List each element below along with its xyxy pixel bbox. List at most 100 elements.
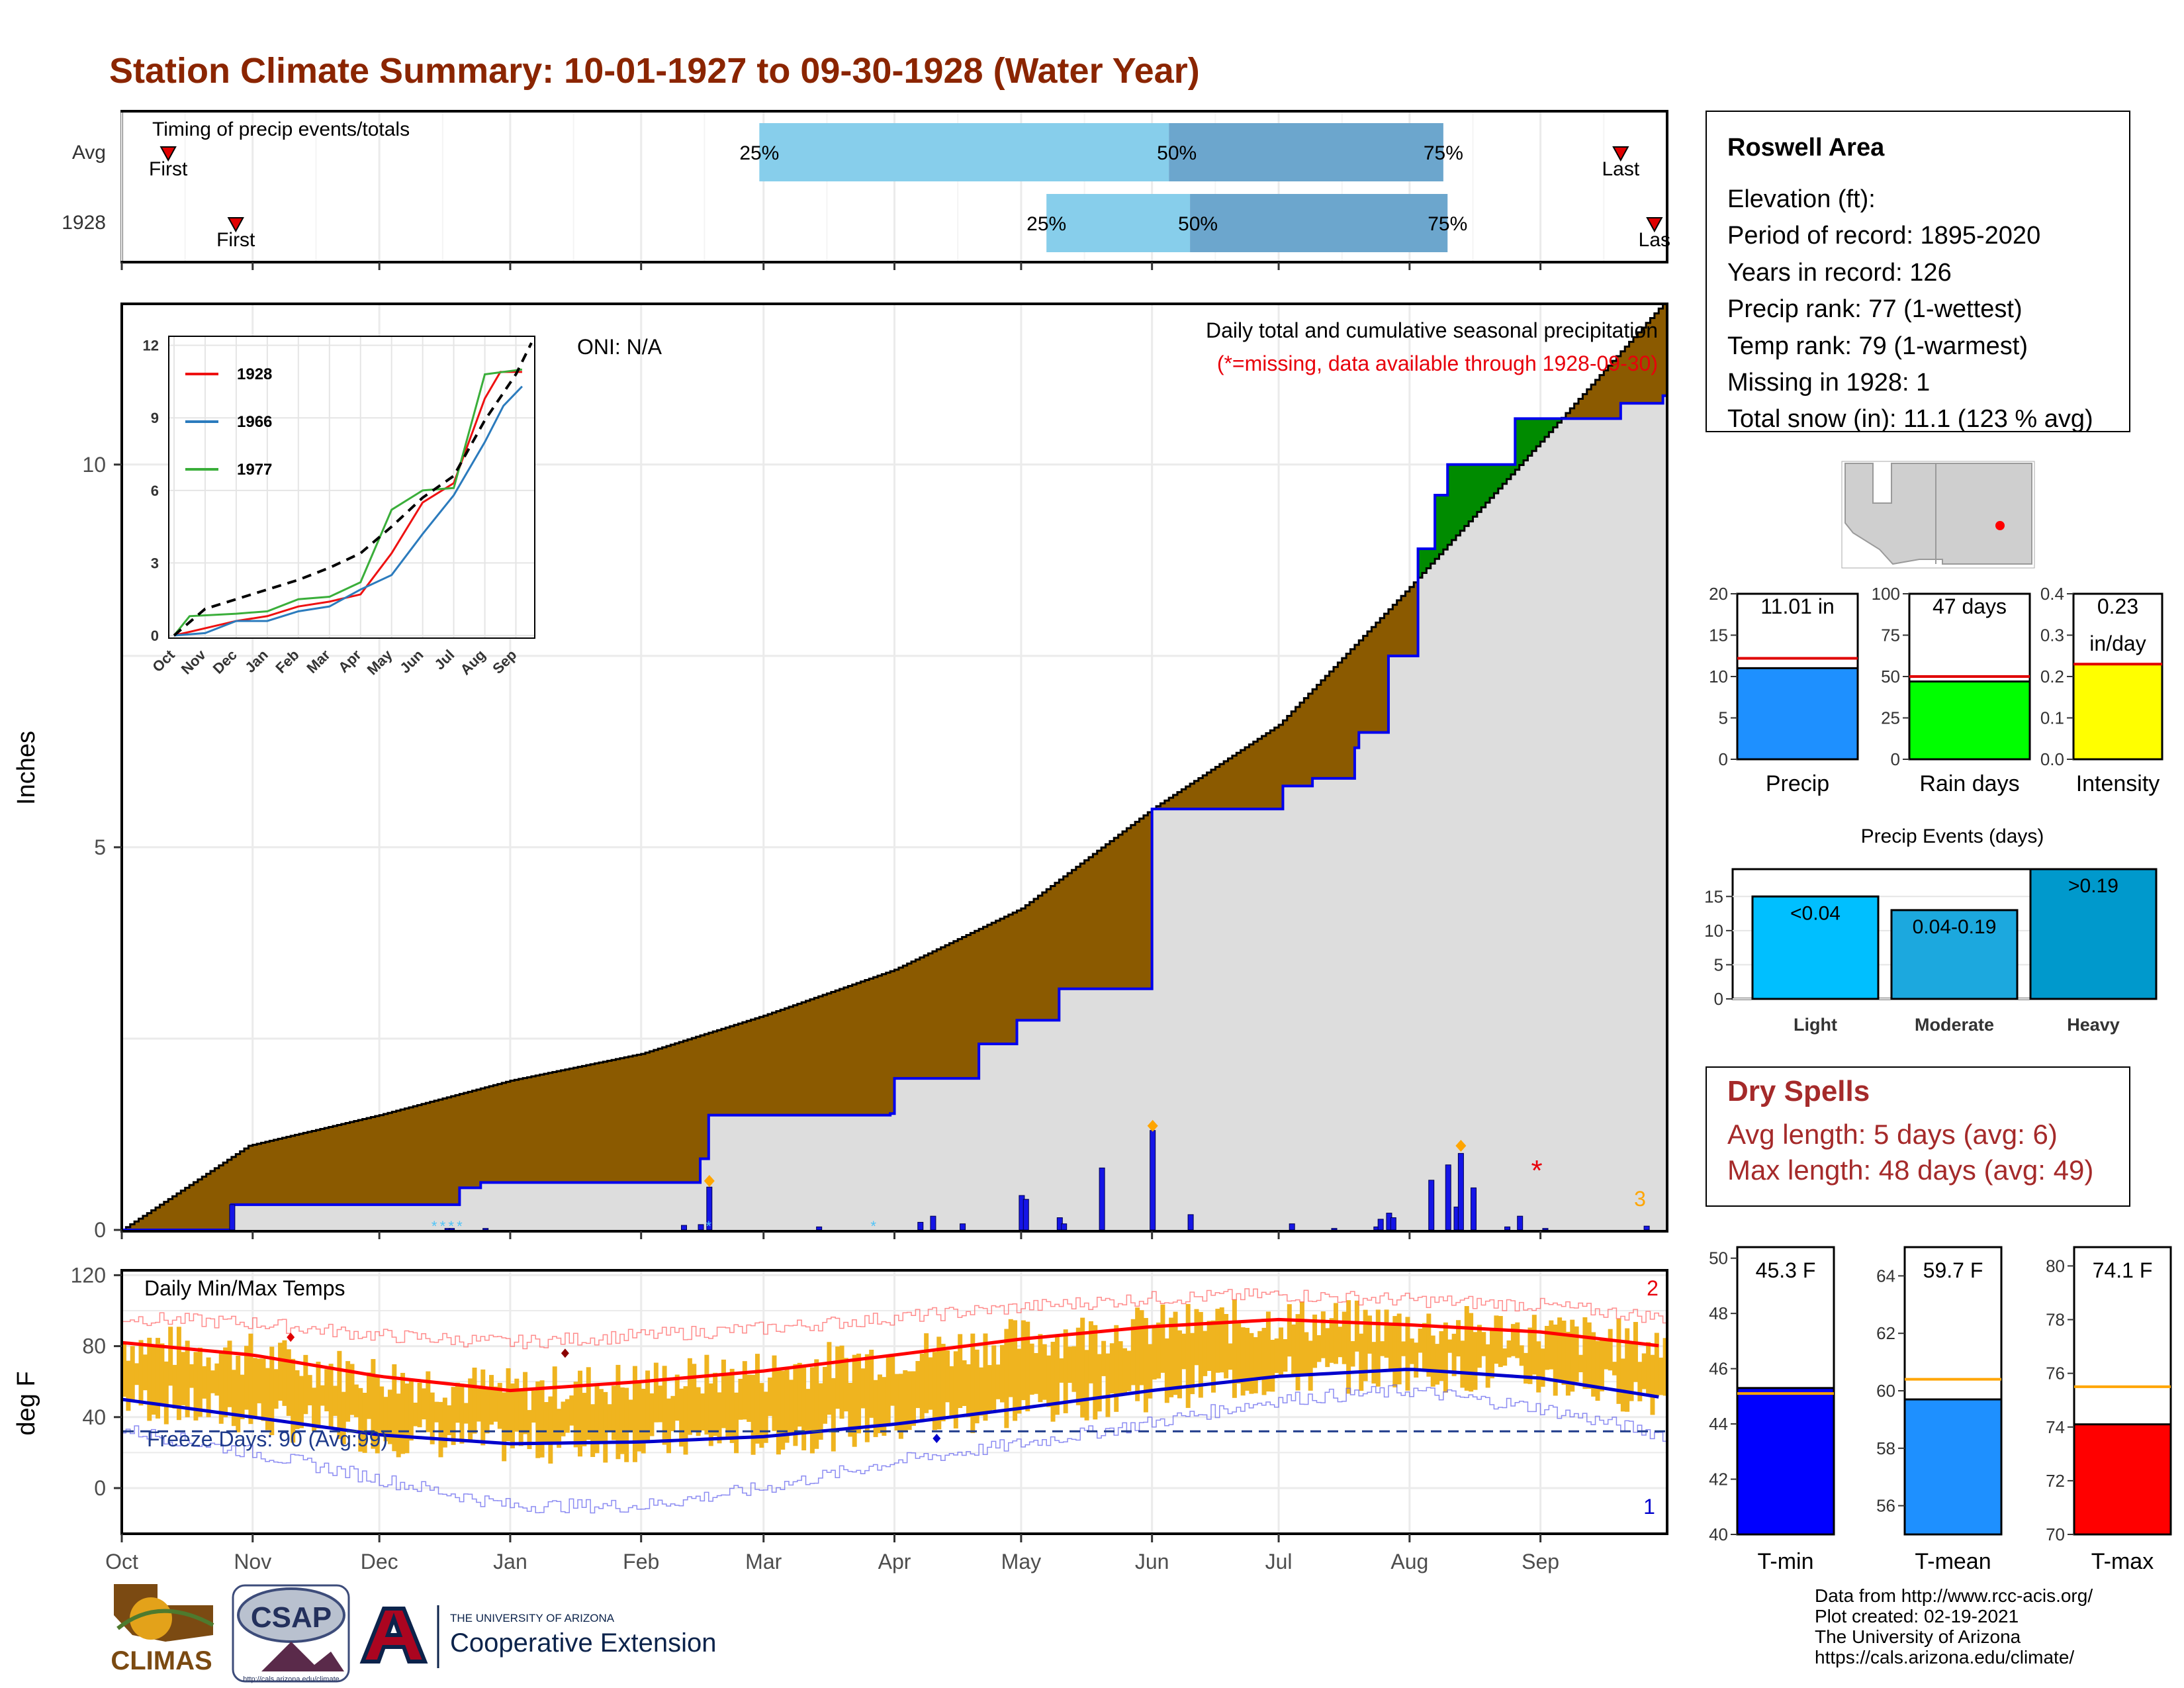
daily-temp-bar (768, 1377, 773, 1416)
temp-summary-y-tick-label: 70 (2046, 1524, 2065, 1544)
daily-temp-bar (371, 1359, 376, 1449)
temp-summary-y-tick-label: 80 (2046, 1256, 2065, 1276)
daily-temp-bar (1333, 1303, 1338, 1364)
daily-temp-bar (1063, 1329, 1068, 1413)
daily-temp-bar (548, 1396, 553, 1464)
daily-temp-bar (1139, 1310, 1144, 1385)
daily-temp-bar (535, 1381, 541, 1458)
month-label: Mar (745, 1550, 782, 1573)
daily-precip-bar (1023, 1199, 1029, 1231)
temp-summary-y-tick-label: 48 (1709, 1303, 1728, 1323)
daily-temp-bar (463, 1403, 469, 1424)
daily-temp-bar (396, 1393, 401, 1458)
daily-precip-bar (1457, 1152, 1464, 1231)
daily-temp-bar (231, 1370, 236, 1427)
daily-temp-bar (240, 1374, 245, 1419)
precip-events-chart: Precip Events (days) 0 5 10 15 <0.04 Light 0.0… (1704, 825, 2158, 1035)
daily-temp-bar (734, 1392, 739, 1454)
daily-temp-bar (924, 1333, 929, 1413)
daily-temp-bar (907, 1371, 912, 1430)
daily-temp-bar (995, 1364, 1001, 1399)
climas-logo: CLIMAS (111, 1584, 214, 1675)
daily-temp-bar (295, 1370, 300, 1429)
daily-temp-bar (493, 1386, 498, 1422)
temp-summary-value-label: 74.1 F (2093, 1258, 2153, 1282)
info-line-years: Years in record: 126 (1727, 259, 1952, 287)
daily-temp-bar (1359, 1333, 1364, 1391)
temp-summary-bar (2073, 1423, 2172, 1536)
daily-temp-bar (1553, 1325, 1558, 1396)
summary-category-label: Intensity (2076, 771, 2160, 796)
daily-temp-bar (1245, 1327, 1250, 1391)
timing-panel: Timing of precip events/totals Avg 1928 … (62, 110, 1670, 270)
daily-temp-bar (379, 1386, 385, 1436)
daily-temp-bar (1130, 1319, 1136, 1385)
daily-temp-bar (839, 1345, 844, 1419)
daily-temp-bar (979, 1367, 984, 1416)
month-label: Jan (493, 1550, 527, 1573)
temp-y-tick-label: 0 (94, 1476, 106, 1500)
daily-temp-bar (497, 1383, 502, 1429)
daily-temp-bar (1494, 1315, 1499, 1364)
daily-temp-bar (1490, 1329, 1495, 1379)
daily-temp-bar (367, 1372, 372, 1419)
daily-temp-bar (438, 1401, 443, 1458)
daily-temp-bar (1616, 1319, 1621, 1404)
timing-last-marker (1646, 217, 1663, 233)
daily-temp-bar (1257, 1331, 1263, 1380)
summary-y-tick-label: 0 (1719, 749, 1728, 769)
daily-temp-bar (1017, 1348, 1022, 1414)
precip-summary-bars: 11.01 in Precip 0 5 10 15 20 47 days Rain days 0 2… (1709, 584, 2163, 796)
daily-temp-bar (1249, 1333, 1254, 1394)
credit-line-0: Data from http://www.rcc-acis.org/ (1815, 1585, 2093, 1606)
daily-temp-bar (1371, 1342, 1377, 1384)
timing-first-marker-label: First (216, 229, 255, 251)
temp-summary-y-tick-label: 74 (2046, 1417, 2065, 1437)
csap-wordmark: CSAP (251, 1601, 332, 1634)
daily-temp-bar (1143, 1318, 1148, 1413)
daily-temp-bar (518, 1389, 523, 1446)
daily-temp-bar (387, 1389, 392, 1444)
daily-temp-bar (670, 1395, 676, 1431)
daily-temp-bar (375, 1376, 380, 1454)
daily-temp-bar (1329, 1318, 1334, 1363)
daily-temp-bar (1439, 1331, 1444, 1382)
summary-y-tick-label: 0.3 (2040, 626, 2064, 645)
timing-row-label-avg: Avg (72, 142, 106, 164)
climas-swoosh (116, 1609, 214, 1630)
daily-temp-bar (1034, 1353, 1039, 1394)
events-title: Precip Events (days) (1861, 825, 2044, 847)
daily-temp-bar (1008, 1319, 1013, 1397)
daily-temp-bar (455, 1382, 460, 1423)
daily-precip-bar (816, 1226, 823, 1231)
daily-temp-bar (738, 1378, 743, 1420)
daily-temp-bar (206, 1357, 211, 1417)
daily-temp-bar (404, 1383, 410, 1454)
summary-y-tick-label: 0.0 (2040, 749, 2064, 769)
daily-temp-bar (603, 1391, 608, 1463)
daily-temp-bar (873, 1380, 878, 1437)
daily-temp-bar (1084, 1350, 1089, 1421)
daily-temp-bar (197, 1347, 203, 1417)
timing-last-marker-label: Last (1602, 158, 1639, 180)
daily-temp-bar (598, 1389, 604, 1442)
daily-temp-bar (1261, 1327, 1267, 1395)
daily-temp-bar (442, 1397, 447, 1448)
daily-temp-bar (717, 1392, 722, 1444)
month-label: Dec (361, 1550, 398, 1573)
observed-cumulative-line (122, 394, 1667, 1231)
daily-temp-bar (637, 1380, 642, 1452)
daily-temp-bar (1270, 1340, 1275, 1392)
dry-spells-box: Dry Spells Avg length: 5 days (avg: 6) M… (1706, 1066, 2130, 1207)
precip-panel: * * * * * * Inches Daily total and cumulative… (13, 303, 1668, 1242)
info-line-precip-rank: Precip rank: 77 (1-wettest) (1727, 295, 2023, 323)
temp-summary-bar (1903, 1398, 2003, 1536)
daily-temp-bar (134, 1363, 140, 1385)
daily-temp-bar (1637, 1362, 1643, 1401)
daily-temp-bar (793, 1364, 798, 1446)
temp-summary-y-tick-label: 50 (1709, 1248, 1728, 1268)
summary-y-tick-label: 100 (1872, 584, 1900, 604)
daily-temp-bar (683, 1386, 688, 1455)
daily-temp-bar (282, 1340, 287, 1406)
